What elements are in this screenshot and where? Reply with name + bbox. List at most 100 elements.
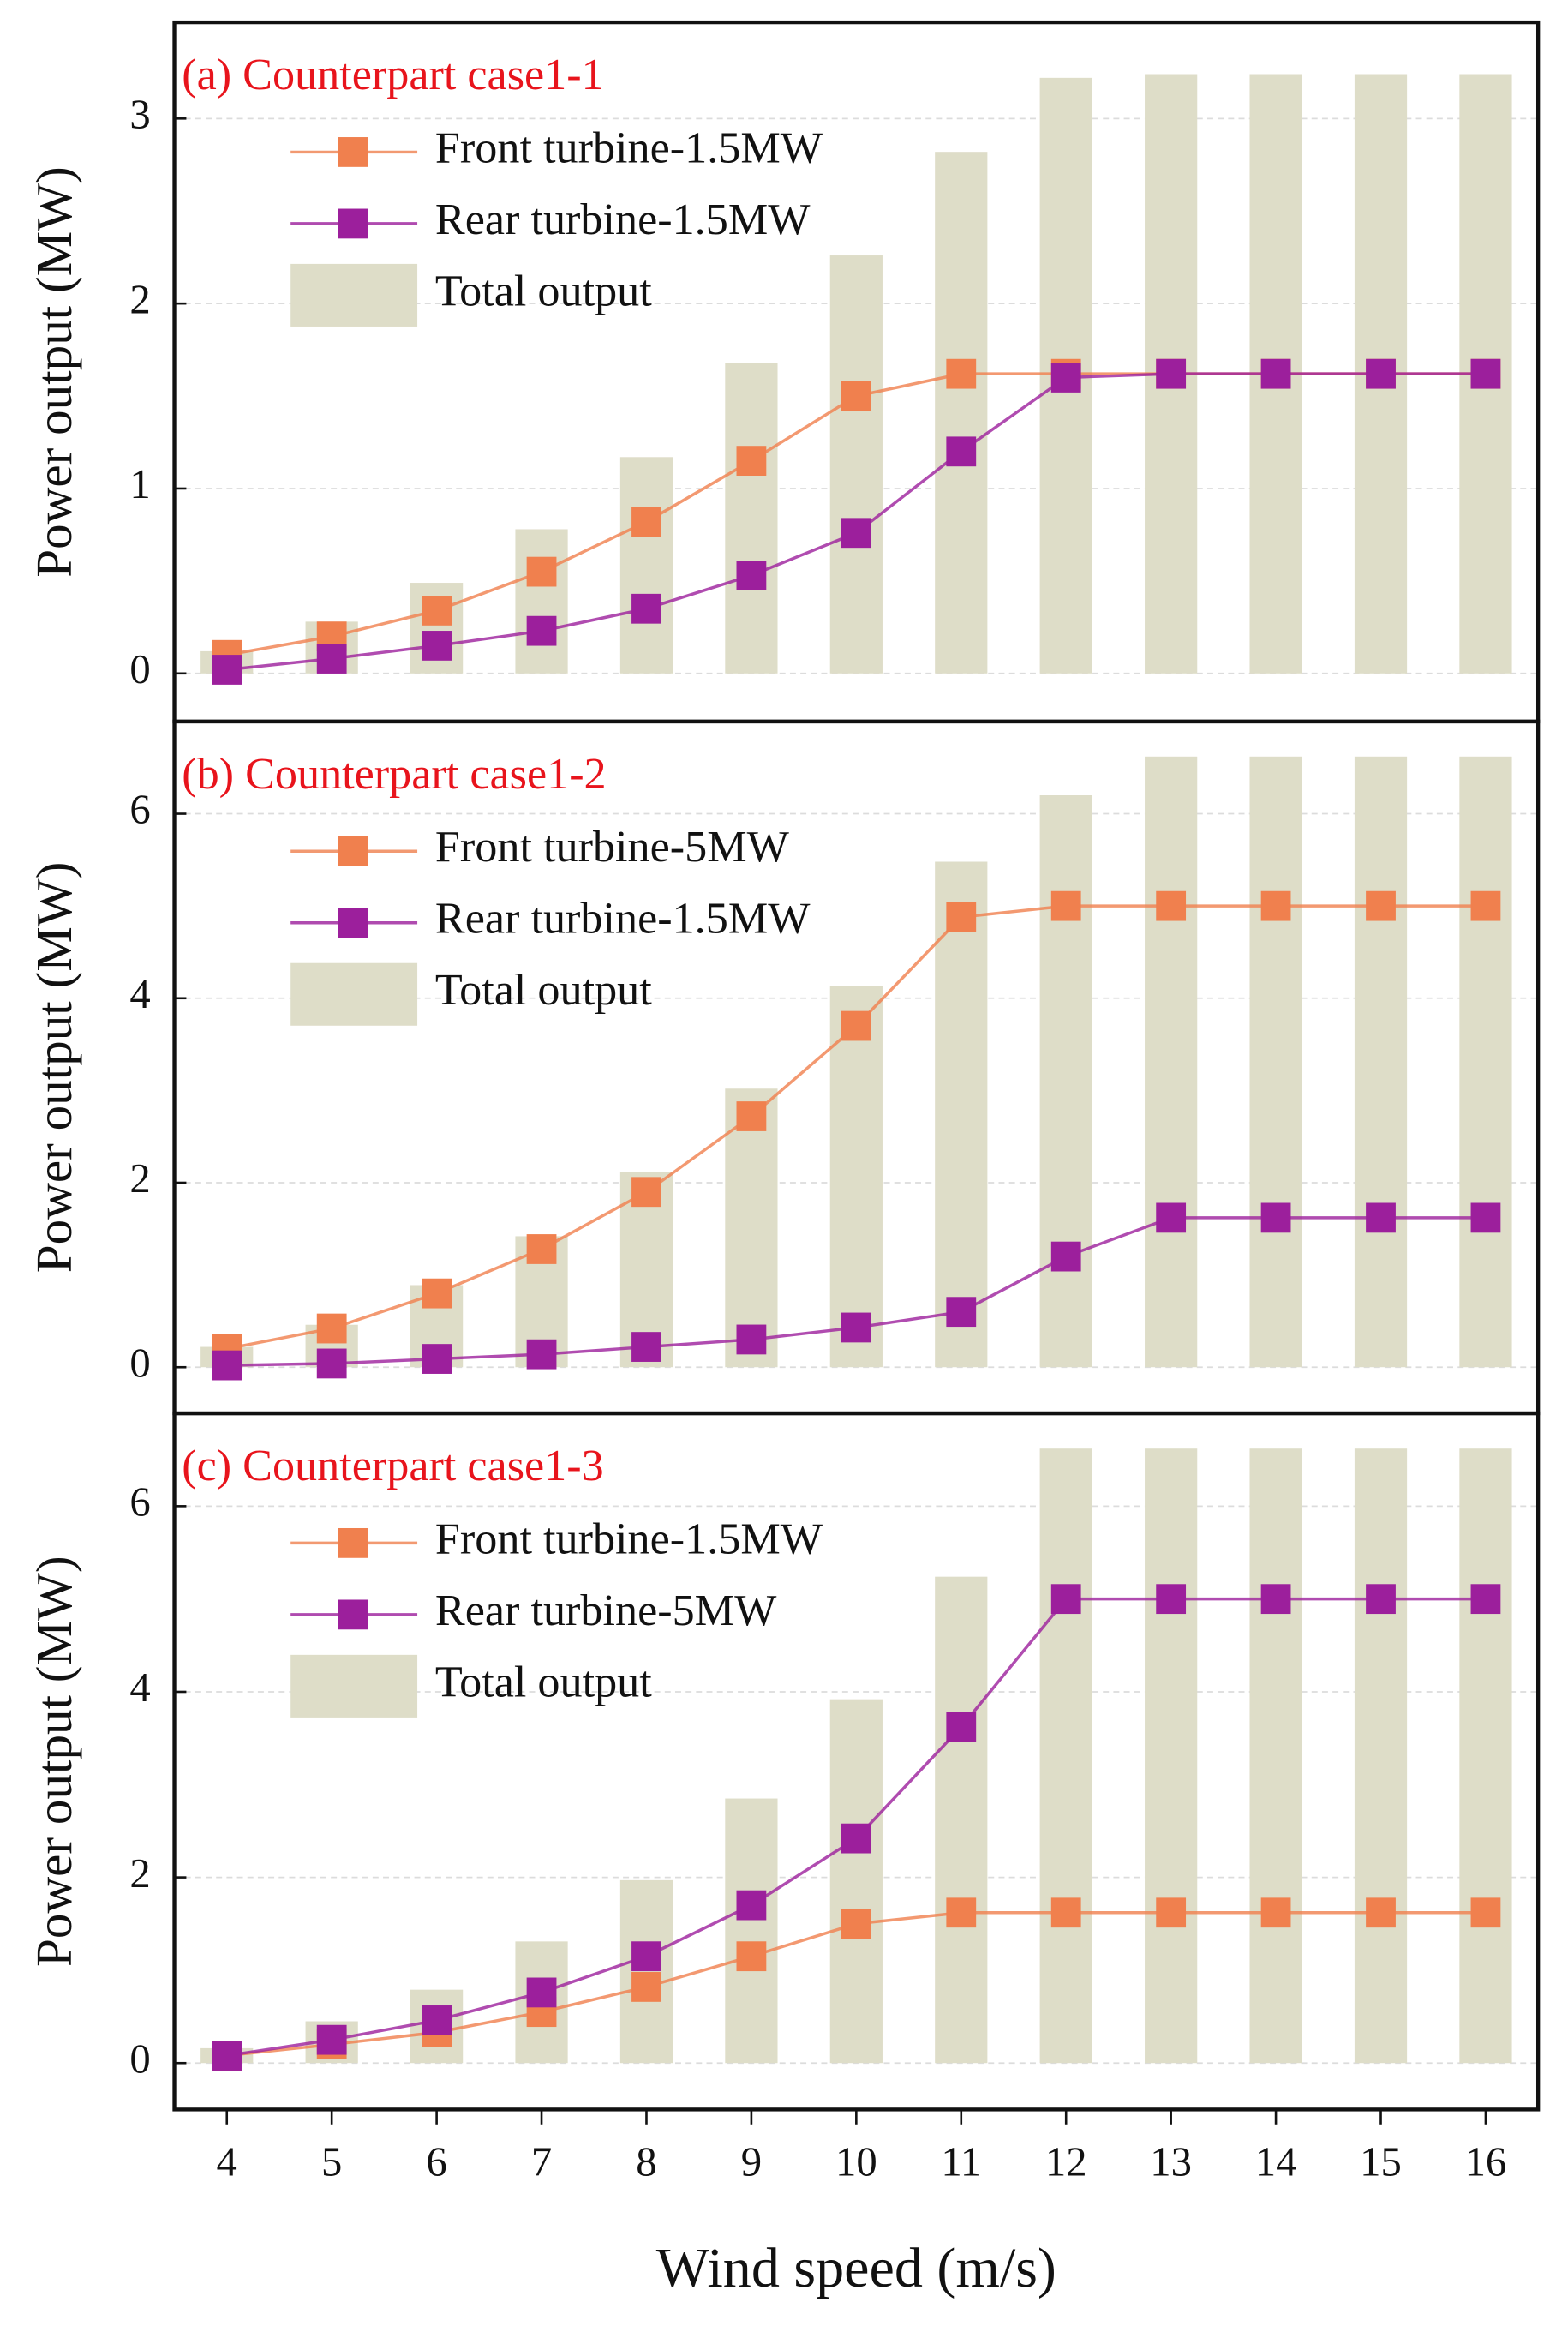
marker — [1366, 1897, 1396, 1928]
x-tick-label: 12 — [1045, 2139, 1087, 2185]
marker — [526, 1977, 557, 2008]
marker — [1366, 890, 1396, 921]
marker — [422, 1278, 452, 1309]
marker — [631, 507, 661, 537]
marker — [1050, 1241, 1081, 1272]
legend-swatch — [290, 263, 418, 327]
y-axis-label: Power output (MW) — [26, 1556, 82, 1966]
bar — [1145, 1448, 1198, 2064]
legend-label: Total output — [435, 267, 652, 315]
marker — [1156, 358, 1187, 389]
marker — [316, 2024, 347, 2055]
bar — [725, 363, 778, 674]
y-tick-label: 2 — [129, 1155, 150, 1202]
legend-marker — [338, 1527, 368, 1558]
bar — [1039, 1448, 1092, 2064]
marker — [1260, 1584, 1291, 1615]
x-tick-label: 4 — [217, 2139, 237, 2185]
bar — [619, 457, 673, 674]
bar — [1039, 795, 1092, 1368]
marker — [212, 2041, 242, 2071]
marker — [1260, 1897, 1291, 1928]
marker — [1366, 1202, 1396, 1233]
marker — [841, 381, 871, 411]
marker — [526, 615, 557, 646]
bar — [829, 255, 883, 674]
marker — [526, 1234, 557, 1264]
marker — [1156, 1202, 1187, 1233]
x-tick-label: 10 — [835, 2139, 877, 2185]
marker — [1470, 1202, 1501, 1233]
legend-label: Total output — [435, 1658, 652, 1706]
bar — [1249, 1448, 1302, 2064]
bar — [1354, 1448, 1408, 2064]
y-tick-label: 0 — [129, 646, 150, 692]
marker — [422, 2005, 452, 2035]
x-tick-label: 9 — [741, 2139, 762, 2185]
marker — [1156, 1584, 1187, 1615]
legend-marker — [338, 208, 368, 239]
marker — [422, 596, 452, 626]
x-axis-label: Wind speed (m/s) — [656, 2237, 1056, 2299]
bar — [829, 1699, 883, 2064]
marker — [526, 556, 557, 587]
legend-marker — [338, 137, 368, 167]
marker — [422, 1344, 452, 1374]
marker — [841, 1823, 871, 1854]
legend-label: Rear turbine-5MW — [435, 1586, 777, 1635]
bar — [1459, 756, 1512, 1368]
marker — [1050, 1897, 1081, 1928]
marker — [946, 1712, 977, 1742]
bar — [725, 1088, 778, 1368]
bar — [935, 1576, 988, 2064]
marker — [631, 593, 661, 624]
marker — [316, 1348, 347, 1379]
y-tick-label: 0 — [129, 1340, 150, 1386]
x-tick-label: 7 — [531, 2139, 552, 2185]
panel-title: (c) Counterpart case1-3 — [182, 1442, 604, 1490]
marker — [736, 1890, 767, 1921]
x-tick-label: 8 — [636, 2139, 656, 2185]
x-tick-label: 16 — [1465, 2139, 1507, 2185]
marker — [526, 1339, 557, 1370]
x-tick-label: 13 — [1150, 2139, 1192, 2185]
bar — [515, 529, 568, 674]
x-tick-label: 14 — [1255, 2139, 1297, 2185]
marker — [422, 631, 452, 661]
y-tick-label: 4 — [129, 1664, 150, 1711]
y-tick-label: 2 — [129, 276, 150, 322]
marker — [316, 644, 347, 674]
marker — [946, 1297, 977, 1328]
legend-swatch — [290, 962, 418, 1026]
marker — [631, 1177, 661, 1208]
marker — [841, 1010, 871, 1041]
marker — [946, 902, 977, 932]
marker — [212, 655, 242, 685]
y-tick-label: 0 — [129, 2035, 150, 2082]
legend-label: Total output — [435, 966, 652, 1015]
x-tick-label: 5 — [321, 2139, 342, 2185]
marker — [316, 1313, 347, 1344]
marker — [1470, 1584, 1501, 1615]
legend-label: Rear turbine-1.5MW — [435, 895, 811, 944]
marker — [946, 436, 977, 467]
legend-label: Front turbine-5MW — [435, 823, 790, 872]
marker — [736, 1324, 767, 1355]
x-tick-label: 15 — [1360, 2139, 1402, 2185]
marker — [736, 1101, 767, 1131]
marker — [736, 561, 767, 590]
marker — [841, 518, 871, 549]
y-tick-label: 4 — [129, 971, 150, 1017]
legend-marker — [338, 836, 368, 866]
marker — [1260, 890, 1291, 921]
bar — [725, 1798, 778, 2064]
legend-swatch — [290, 1654, 418, 1718]
marker — [841, 1312, 871, 1343]
panel-title: (a) Counterpart case1-1 — [182, 51, 604, 99]
marker — [1050, 363, 1081, 393]
panel-title: (b) Counterpart case1-2 — [182, 750, 606, 799]
bar — [619, 1879, 673, 2064]
legend-marker — [338, 1599, 368, 1630]
marker — [1260, 358, 1291, 389]
